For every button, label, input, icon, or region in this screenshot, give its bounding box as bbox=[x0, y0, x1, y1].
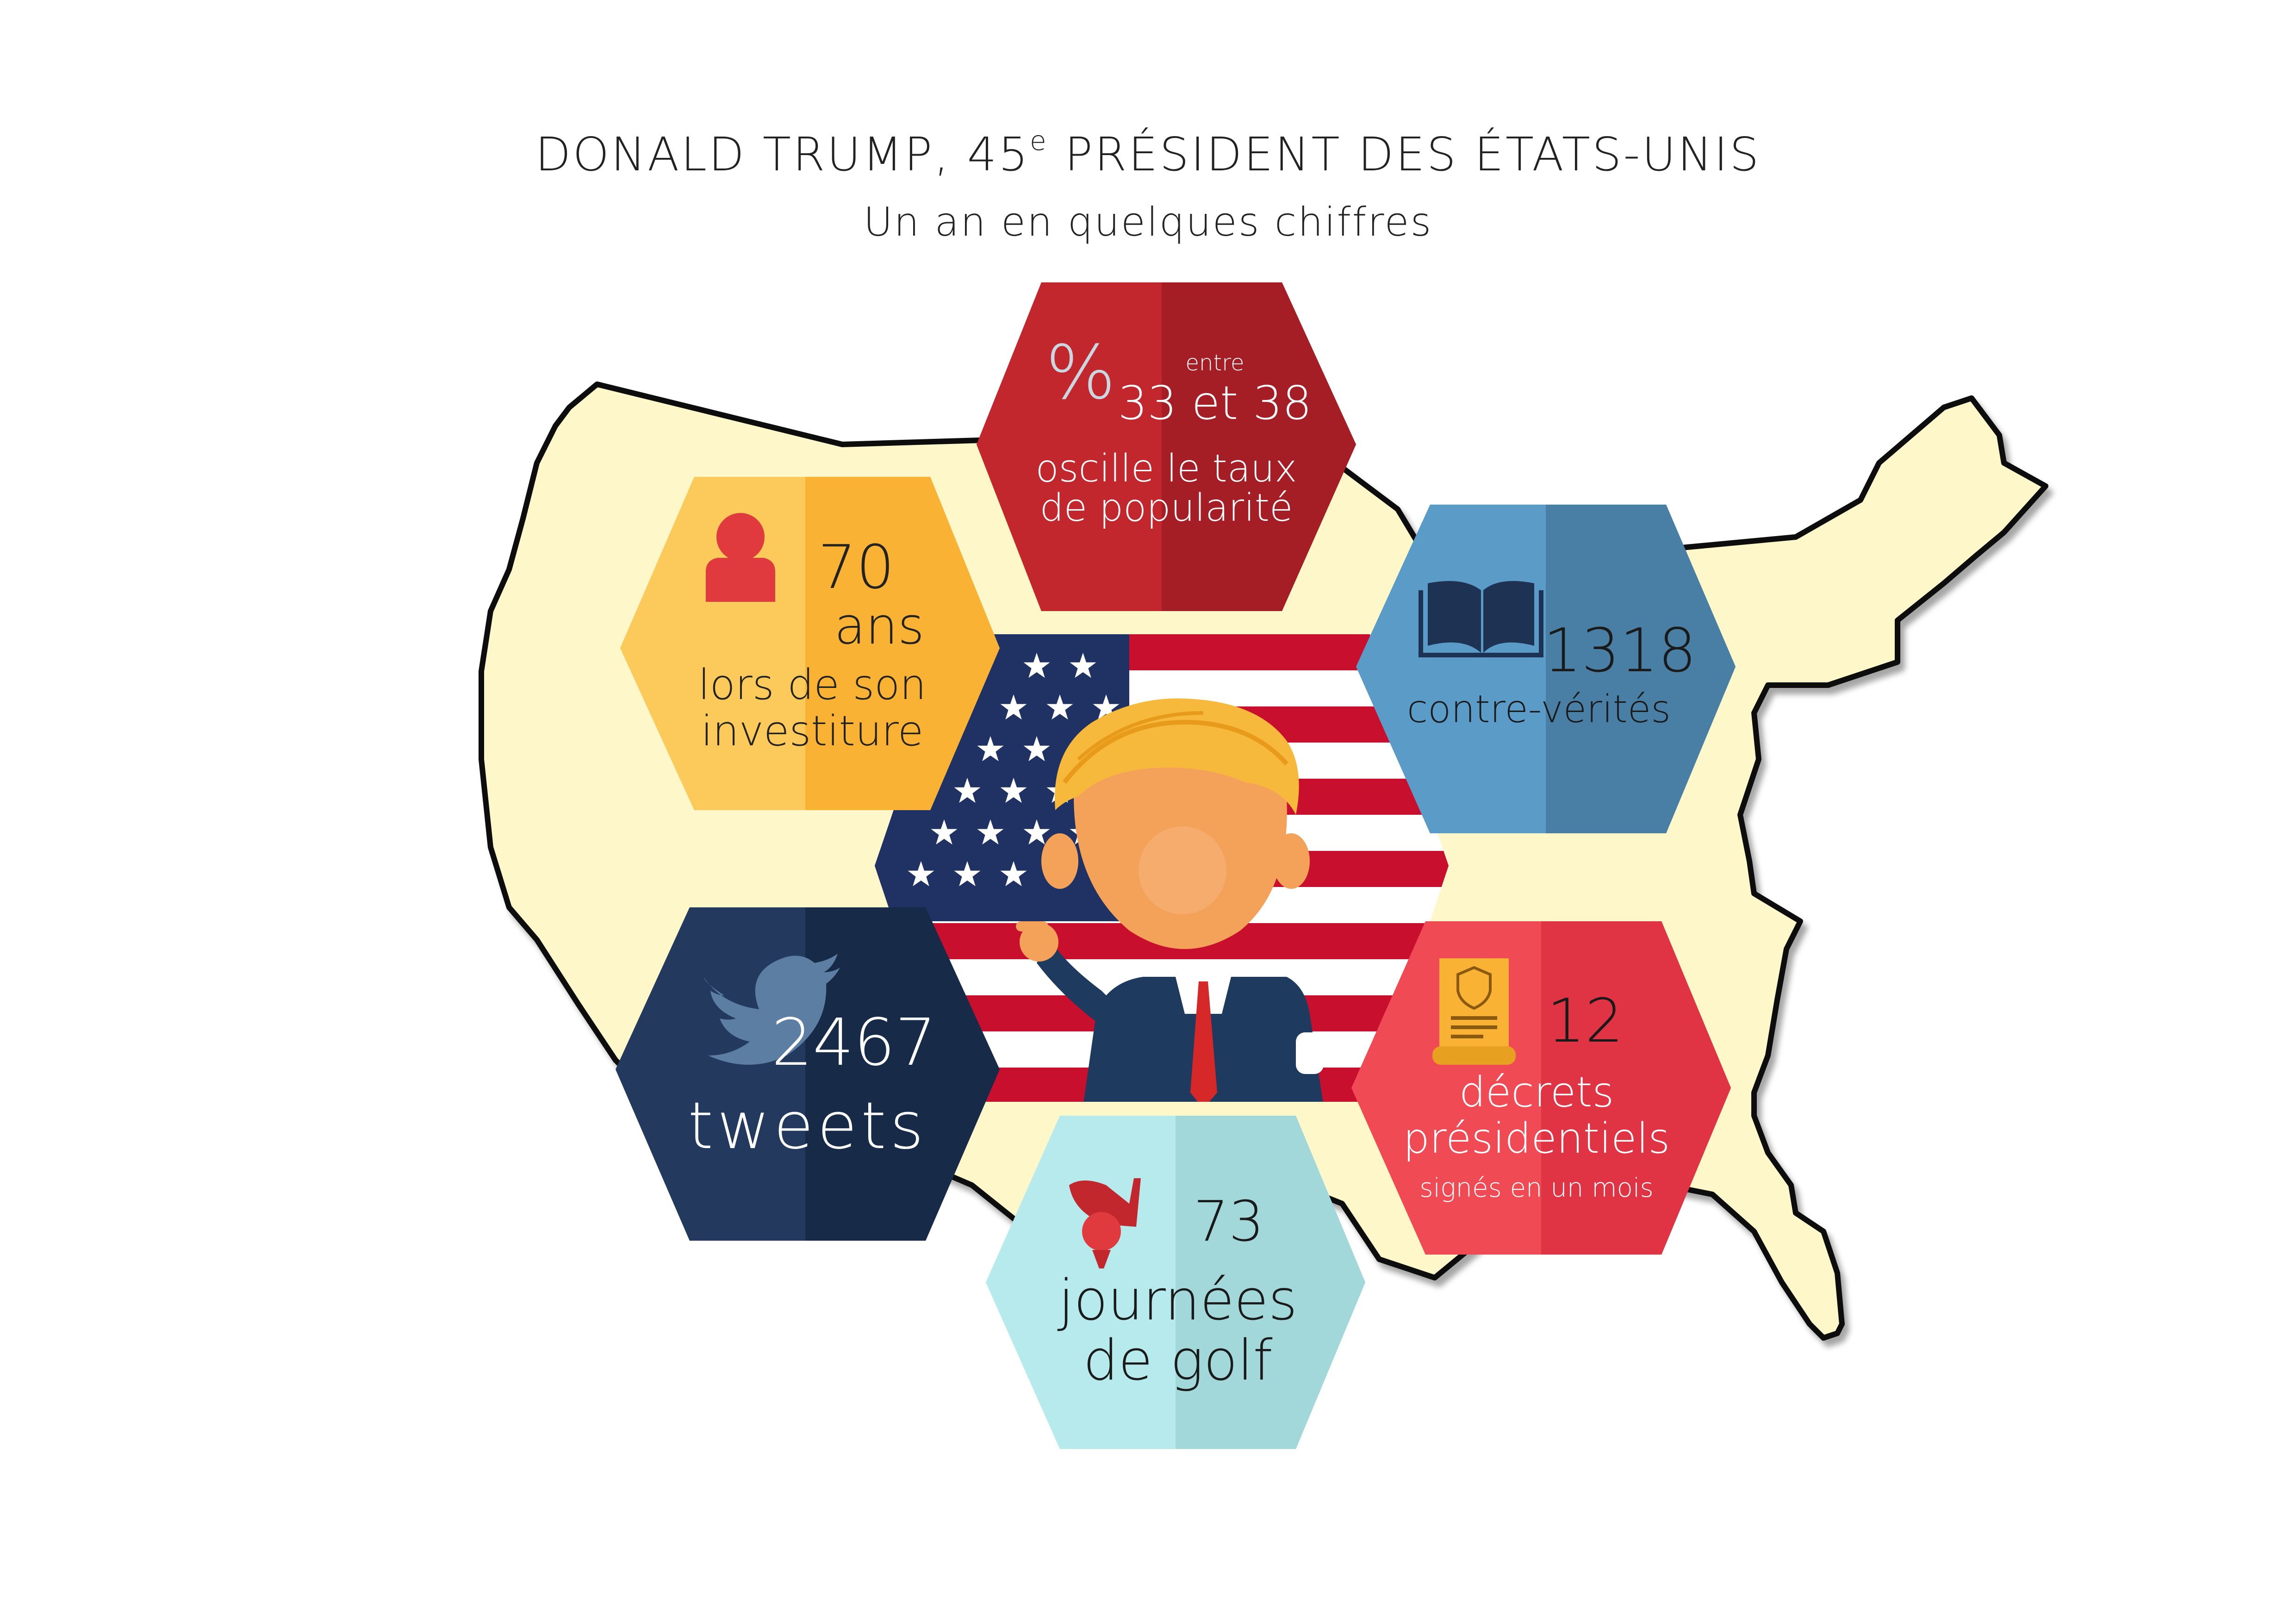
age-label-line2: investiture bbox=[701, 707, 924, 756]
hex-falsehoods: 1318 contre-vérités bbox=[1356, 505, 1736, 833]
golf-label-line2: de golf bbox=[1083, 1329, 1272, 1393]
age-label-line1: lors de son bbox=[698, 661, 927, 709]
falsehoods-label: contre-vérités bbox=[1407, 687, 1671, 731]
decree-scroll-icon bbox=[1432, 958, 1516, 1065]
hex-golf: 73 journées de golf bbox=[986, 1116, 1365, 1449]
book-icon bbox=[1419, 581, 1543, 657]
popularity-label-line2: de popularité bbox=[1040, 486, 1293, 530]
title-text: DONALD TRUMP, 45 bbox=[535, 127, 1030, 181]
age-unit: ans bbox=[834, 596, 924, 656]
popularity-label-line1: oscille le taux bbox=[1035, 447, 1297, 491]
golf-label-line1: journées bbox=[1057, 1268, 1297, 1333]
hex-decrees: 12 décrets présidentiels signés en un mo… bbox=[1351, 921, 1731, 1255]
decrees-label-line3: signés en un mois bbox=[1419, 1173, 1653, 1203]
title-text-rest: PRÉSIDENT DES ÉTATS-UNIS bbox=[1048, 127, 1761, 181]
hex-tweets: 2467 tweets bbox=[616, 907, 1000, 1241]
decrees-label-line1: décrets bbox=[1459, 1068, 1614, 1117]
person-icon bbox=[706, 513, 775, 602]
decrees-number: 12 bbox=[1547, 986, 1623, 1056]
falsehoods-number: 1318 bbox=[1543, 615, 1697, 686]
hex-popularity: % entre 33 et 38 oscille le taux de popu… bbox=[977, 282, 1356, 611]
page-subtitle: Un an en quelques chiffres bbox=[863, 199, 1433, 245]
hex-age: 70 ans lors de son investiture bbox=[620, 477, 1000, 810]
golf-number: 73 bbox=[1194, 1190, 1264, 1254]
age-number: 70 bbox=[818, 532, 894, 602]
tweets-number: 2467 bbox=[772, 1005, 936, 1081]
golf-club-ball-icon bbox=[1069, 1178, 1141, 1268]
tweets-unit: tweets bbox=[688, 1088, 927, 1164]
twitter-bird-icon bbox=[703, 954, 840, 1065]
decrees-label-line2: présidentiels bbox=[1403, 1114, 1670, 1163]
trump-cartoon-illustration bbox=[1016, 698, 1324, 1102]
popularity-number: 33 et 38 bbox=[1118, 376, 1312, 430]
percent-icon: % bbox=[1045, 329, 1116, 416]
page-title: DONALD TRUMP, 45e PRÉSIDENT DES ÉTATS-UN… bbox=[0, 125, 2296, 181]
title-superscript: e bbox=[1030, 125, 1048, 156]
popularity-prefix: entre bbox=[1186, 350, 1244, 376]
